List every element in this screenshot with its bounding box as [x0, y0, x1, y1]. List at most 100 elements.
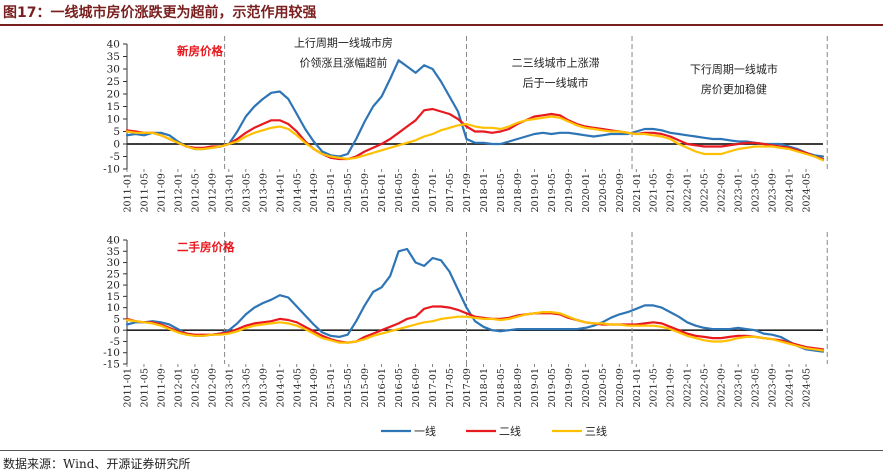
panel2-x-tick-label: 2022-05 — [700, 368, 711, 407]
panel1-x-tick-label: 2012-09 — [207, 173, 218, 212]
panel1-x-tick-label: 2016-01 — [377, 173, 388, 212]
panel2-x-tick-label: 2019-01 — [530, 368, 541, 407]
panel2-x-tick-label: 2013-09 — [258, 368, 269, 407]
panel2-x-tick-label: 2020-05 — [598, 368, 609, 407]
source-note: 数据来源：Wind、开源证券研究所 — [3, 457, 191, 471]
legend-label-一线: 一线 — [414, 424, 436, 438]
panel2-y-tick-label: 40 — [107, 235, 120, 247]
panel1-x-tick-label: 2021-01 — [632, 173, 643, 212]
panel1-y-tick-label: 15 — [107, 101, 120, 113]
panel1-x-tick-label: 2019-05 — [547, 173, 558, 212]
panel1-x-tick-label: 2014-09 — [309, 173, 320, 212]
panel1-x-tick-label: 2015-05 — [343, 173, 354, 212]
panel2-x-tick-label: 2021-05 — [649, 368, 660, 407]
panel1-y-tick-label: 20 — [107, 89, 120, 101]
panel1-y-tick-label: 10 — [107, 114, 120, 126]
panel2-x-tick-label: 2020-01 — [581, 368, 592, 407]
panel1-annotation-3-line-1: 下行周期一线城市 — [690, 62, 778, 76]
panel2-x-tick-label: 2019-09 — [564, 368, 575, 407]
panel2-x-tick-label: 2013-05 — [241, 368, 252, 407]
panel1-x-tick-label: 2016-05 — [394, 173, 405, 212]
panel1-y-tick-label: 30 — [107, 64, 120, 76]
panel1-x-tick-label: 2017-09 — [462, 173, 473, 212]
panel1-title: 新房价格 — [177, 44, 223, 58]
panel2-y-tick-label: -10 — [103, 347, 120, 359]
panel1-x-tick-label: 2013-01 — [224, 173, 235, 212]
panel2-x-tick-label: 2017-05 — [445, 368, 456, 407]
figure-title: 图17：一线城市房价涨跌更为超前，示范作用较强 — [3, 5, 317, 21]
panel2-y-tick-label: 0 — [113, 325, 120, 337]
panel2-x-tick-label: 2012-01 — [173, 368, 184, 407]
panel2-series-一线 — [125, 247, 825, 353]
panel1-y-tick-label: 40 — [107, 39, 120, 51]
panel1-x-tick-label: 2015-09 — [360, 173, 371, 212]
panel2-y-tick-label: 25 — [107, 268, 120, 280]
panel1-annotation-3-line-2: 房价更加稳健 — [701, 82, 767, 96]
panel1-x-tick-label: 2022-01 — [683, 173, 694, 212]
panel1-x-tick-label: 2012-05 — [190, 173, 201, 212]
panel2-y-tick-label: -5 — [110, 336, 120, 348]
panel1-x-tick-label: 2018-01 — [479, 173, 490, 212]
panel2-x-tick-label: 2013-01 — [224, 368, 235, 407]
panel2-x-tick-label: 2024-05 — [802, 368, 813, 407]
panel2-x-tick-label: 2020-09 — [615, 368, 626, 407]
panel1-x-tick-label: 2018-05 — [496, 173, 507, 212]
panel2-x-tick-label: 2012-05 — [190, 368, 201, 407]
panel2-y-tick-label: -15 — [103, 359, 120, 371]
panel2-x-tick-label: 2018-09 — [513, 368, 524, 407]
legend-label-二线: 二线 — [499, 424, 521, 438]
panel1-x-tick-label: 2011-09 — [156, 173, 167, 212]
panel2-y-tick-label: 15 — [107, 291, 120, 303]
panel2-x-tick-label: 2015-05 — [343, 368, 354, 407]
panel1-x-tick-label: 2018-09 — [513, 173, 524, 212]
panel2-x-tick-label: 2011-01 — [123, 368, 134, 407]
panel2-x-tick-label: 2023-05 — [751, 368, 762, 407]
panel2-y-tick-label: 35 — [107, 246, 120, 258]
panel2-x-tick-label: 2021-09 — [666, 368, 677, 407]
panel2-x-tick-label: 2015-01 — [326, 368, 337, 407]
panel2-x-tick-label: 2014-05 — [292, 368, 303, 407]
panel1-x-tick-label: 2023-05 — [751, 173, 762, 212]
panel1-series-一线 — [125, 59, 825, 158]
panel1-y-tick-label: 35 — [107, 51, 120, 63]
panel1-x-tick-label: 2013-09 — [258, 173, 269, 212]
panel2-x-tick-label: 2023-09 — [768, 368, 779, 407]
panel2-x-tick-label: 2017-01 — [428, 368, 439, 407]
legend-label-三线: 三线 — [585, 424, 607, 438]
panel1-series-三线 — [125, 115, 825, 162]
panel1-x-tick-label: 2019-01 — [530, 173, 541, 212]
panel1-x-tick-label: 2016-09 — [411, 173, 422, 212]
panel1-annotation-2-line-2: 后于一线城市 — [523, 76, 589, 90]
panel1-y-tick-label: -10 — [103, 164, 120, 176]
panel2-x-tick-label: 2016-05 — [394, 368, 405, 407]
panel2-x-tick-label: 2016-09 — [411, 368, 422, 407]
panel1-x-tick-label: 2024-01 — [785, 173, 796, 212]
panel2-x-tick-label: 2023-01 — [734, 368, 745, 407]
panel2-y-tick-label: 10 — [107, 302, 120, 314]
panel2-x-tick-label: 2011-05 — [139, 368, 150, 407]
panel2-x-tick-label: 2021-01 — [632, 368, 643, 407]
panel2-x-tick-label: 2022-01 — [683, 368, 694, 407]
panel1-x-tick-label: 2017-05 — [445, 173, 456, 212]
panel1-y-tick-label: 0 — [113, 139, 120, 151]
panel1-x-tick-label: 2014-05 — [292, 173, 303, 212]
panel1-x-tick-label: 2013-05 — [241, 173, 252, 212]
panel2-x-tick-label: 2017-09 — [462, 368, 473, 407]
panel1-x-tick-label: 2012-01 — [173, 173, 184, 212]
panel1-x-tick-label: 2014-01 — [275, 173, 286, 212]
panel1-x-tick-label: 2022-05 — [700, 173, 711, 212]
panel1-x-tick-label: 2017-01 — [428, 173, 439, 212]
panel2-x-tick-label: 2012-09 — [207, 368, 218, 407]
panel2-x-tick-label: 2018-05 — [496, 368, 507, 407]
panel1-x-tick-label: 2021-05 — [649, 173, 660, 212]
panel1-x-tick-label: 2019-09 — [564, 173, 575, 212]
panel1-x-tick-label: 2020-01 — [581, 173, 592, 212]
panel1-annotation-2-line-1: 二三线城市上涨滞 — [512, 56, 600, 70]
panel2-y-tick-label: 5 — [113, 313, 120, 325]
panel1-y-tick-label: -5 — [110, 151, 120, 163]
panel1-x-tick-label: 2024-05 — [802, 173, 813, 212]
panel1-x-tick-label: 2020-05 — [598, 173, 609, 212]
panel2-x-tick-label: 2011-09 — [156, 368, 167, 407]
panel2-x-tick-label: 2014-01 — [275, 368, 286, 407]
